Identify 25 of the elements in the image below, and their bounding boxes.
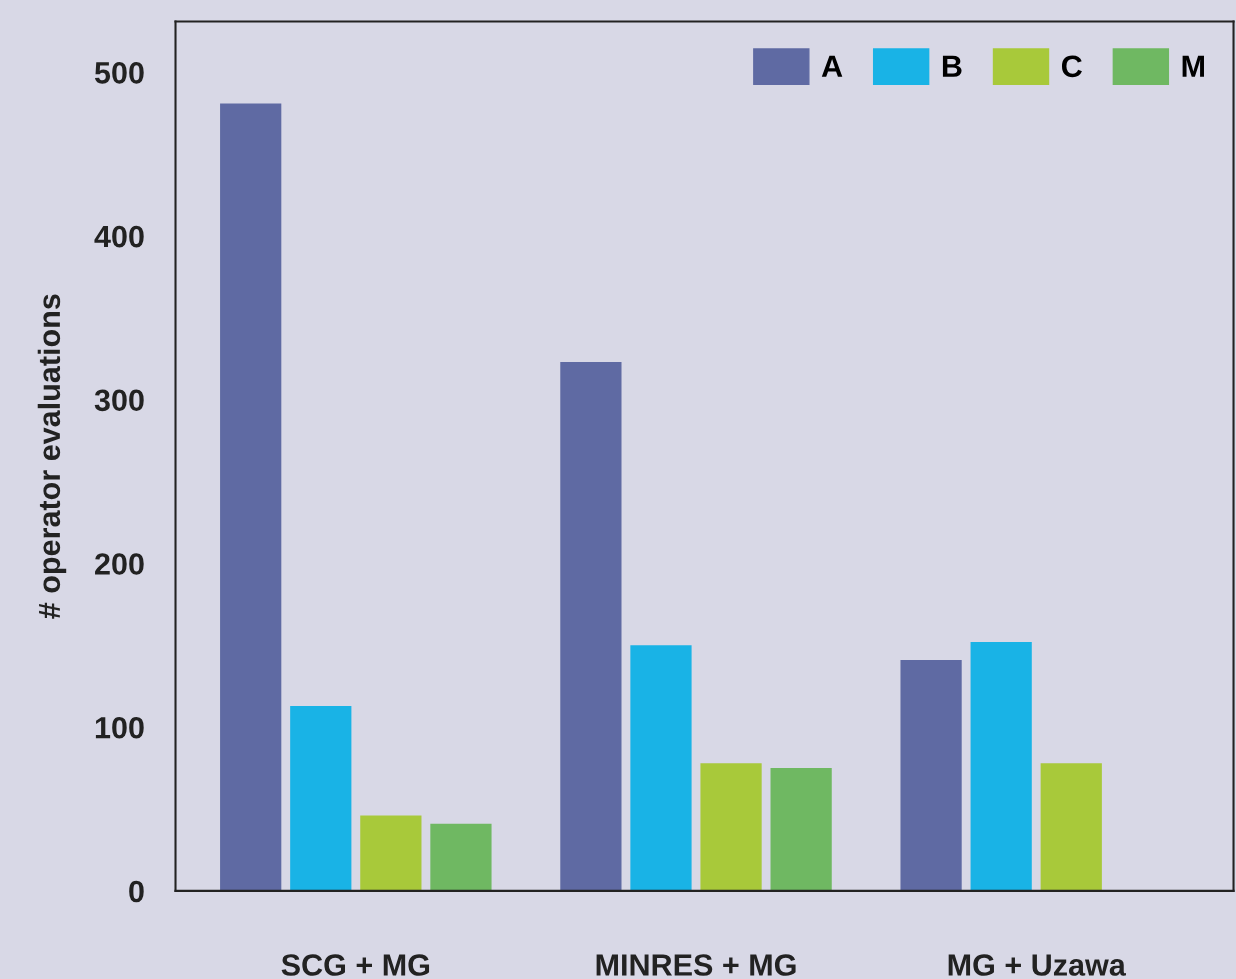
y-tick-label: 400 [94,225,144,248]
y-tick-label: 500 [94,62,144,84]
legend-label: B [942,55,962,77]
bar [630,645,692,891]
x-tick-label: MG + Uzawa [948,954,1126,976]
bar [770,768,832,891]
y-tick-label: 200 [95,553,144,575]
bar [360,815,422,891]
legend-label: C [1061,55,1082,78]
y-tick-label: 100 [95,716,144,739]
bar [900,660,962,891]
x-tick-label: MINRES + MG [596,954,796,976]
bar [970,642,1032,891]
x-tick-label: SCG + MG [281,954,430,976]
y-axis-title: # operator evaluations [37,294,67,619]
legend-label: A [821,55,843,77]
bar [290,705,352,891]
legend-label: M [1182,55,1204,77]
y-tick-label: 0 [129,880,144,903]
y-tick-label: 300 [94,389,144,412]
bar [1040,763,1102,891]
bar [560,362,622,891]
bar [430,823,492,891]
bar [220,103,282,891]
bar [700,763,762,891]
